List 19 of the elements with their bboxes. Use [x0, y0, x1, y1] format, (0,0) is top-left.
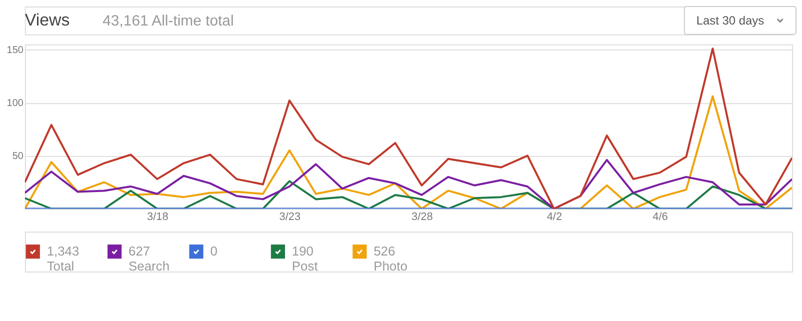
chart-title: Views: [24, 10, 70, 30]
legend-label: 190 Post: [292, 244, 318, 274]
legend-label: 526 Photo: [374, 244, 408, 274]
line-series: [24, 95, 792, 209]
chart-subtitle: 43,161 All-time total: [102, 12, 234, 30]
legend-label: 0: [210, 244, 218, 259]
legend-label: 1,343 Total: [46, 244, 80, 274]
line-series: [24, 158, 792, 209]
text: Last 30 days: [696, 13, 764, 28]
x-tick-label: 3/18: [147, 211, 168, 224]
line-series: [24, 48, 792, 209]
x-tick-label: 4/2: [546, 211, 562, 224]
x-tick-label: 4/6: [652, 211, 668, 224]
y-tick-label: 100: [6, 98, 24, 110]
y-tick-label: 50: [12, 151, 24, 162]
x-tick-label: 3/23: [279, 211, 301, 224]
legend-label: 627 Search: [128, 244, 170, 274]
y-tick-label: 150: [6, 45, 24, 56]
x-tick-label: 3/28: [412, 211, 433, 224]
